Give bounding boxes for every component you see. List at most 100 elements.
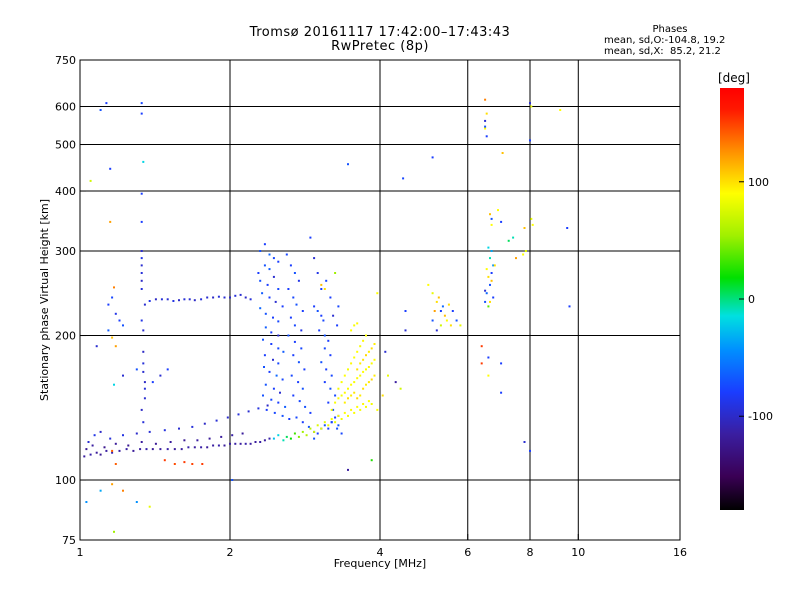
data-point bbox=[431, 319, 434, 322]
x-tick-label: 1 bbox=[77, 546, 84, 559]
data-point bbox=[281, 305, 284, 308]
data-point bbox=[301, 421, 304, 424]
data-point bbox=[262, 338, 264, 341]
data-point bbox=[234, 294, 237, 297]
data-point bbox=[125, 448, 128, 451]
data-point bbox=[323, 334, 326, 337]
data-point bbox=[529, 449, 531, 452]
data-point bbox=[270, 343, 273, 345]
data-point bbox=[178, 427, 180, 430]
y-tick-label: 100 bbox=[55, 474, 76, 487]
data-point bbox=[135, 432, 138, 435]
data-point bbox=[277, 334, 280, 337]
data-point bbox=[490, 217, 493, 220]
data-point bbox=[359, 394, 362, 397]
data-point bbox=[301, 430, 304, 433]
data-point bbox=[485, 135, 488, 138]
data-point bbox=[196, 439, 199, 442]
data-point bbox=[362, 403, 365, 405]
data-point bbox=[530, 217, 533, 220]
data-point bbox=[229, 442, 231, 445]
data-point bbox=[568, 305, 571, 308]
data-point bbox=[373, 374, 376, 377]
data-point bbox=[87, 441, 90, 443]
data-point bbox=[522, 253, 525, 256]
data-point bbox=[166, 298, 169, 301]
data-point bbox=[353, 391, 356, 394]
data-point bbox=[362, 339, 365, 342]
x-tick-label: 2 bbox=[227, 546, 234, 559]
data-point bbox=[140, 441, 143, 443]
data-point bbox=[530, 105, 533, 108]
data-point bbox=[559, 109, 562, 111]
data-point bbox=[143, 381, 146, 384]
y-tick-label: 200 bbox=[55, 330, 76, 343]
data-point bbox=[507, 239, 510, 242]
data-point bbox=[142, 421, 145, 424]
data-point bbox=[142, 160, 145, 163]
data-point bbox=[151, 381, 154, 384]
data-point bbox=[350, 408, 353, 411]
data-point bbox=[353, 324, 356, 327]
data-point bbox=[356, 405, 359, 408]
data-point bbox=[135, 501, 138, 503]
data-point bbox=[327, 339, 330, 342]
data-point bbox=[487, 305, 490, 308]
data-point bbox=[293, 272, 296, 274]
phase-stats-header: Phases bbox=[652, 24, 688, 35]
data-point bbox=[445, 319, 448, 322]
data-point bbox=[99, 430, 102, 433]
data-point bbox=[259, 250, 262, 252]
data-point bbox=[187, 446, 190, 449]
data-point bbox=[343, 411, 346, 414]
data-point bbox=[270, 398, 273, 401]
data-point bbox=[501, 152, 504, 154]
data-point bbox=[193, 299, 196, 302]
data-point bbox=[500, 220, 503, 223]
data-point bbox=[247, 410, 250, 413]
data-point bbox=[297, 435, 300, 438]
data-point bbox=[365, 383, 367, 386]
data-point bbox=[263, 366, 265, 368]
data-point bbox=[431, 156, 434, 159]
data-point bbox=[489, 300, 491, 303]
data-point bbox=[257, 407, 260, 410]
data-point bbox=[350, 329, 353, 332]
data-point bbox=[301, 310, 304, 312]
data-point bbox=[277, 288, 280, 290]
data-point bbox=[132, 449, 135, 452]
data-point bbox=[140, 220, 143, 223]
data-point bbox=[490, 250, 493, 252]
data-point bbox=[323, 347, 326, 350]
chart-title-block: Tromsø 20161117 17:42:00–17:43:43 RwPret… bbox=[0, 26, 760, 54]
data-point bbox=[350, 394, 353, 397]
data-point bbox=[140, 112, 143, 115]
data-point bbox=[443, 314, 446, 317]
y-axis-label: Stationary phase Virtual Height [km] bbox=[38, 199, 51, 401]
x-tick-label: 6 bbox=[464, 546, 471, 559]
data-point bbox=[327, 424, 330, 427]
data-point bbox=[365, 405, 367, 408]
data-point bbox=[327, 427, 330, 430]
data-point bbox=[212, 444, 215, 447]
data-point bbox=[487, 356, 490, 359]
data-point bbox=[402, 177, 405, 180]
data-point bbox=[140, 264, 143, 267]
data-point bbox=[140, 257, 143, 260]
data-point bbox=[289, 316, 292, 319]
data-point bbox=[265, 408, 268, 411]
data-point bbox=[485, 292, 488, 295]
data-point bbox=[201, 463, 204, 465]
data-point bbox=[293, 432, 296, 435]
data-point bbox=[272, 387, 275, 390]
data-point bbox=[148, 505, 151, 508]
data-point bbox=[289, 264, 292, 267]
data-point bbox=[295, 303, 298, 306]
data-point bbox=[220, 435, 223, 438]
data-point bbox=[309, 411, 312, 414]
data-point bbox=[259, 279, 262, 282]
data-point bbox=[287, 288, 290, 290]
data-point bbox=[320, 361, 323, 364]
data-point bbox=[105, 449, 108, 452]
data-point bbox=[484, 119, 487, 122]
